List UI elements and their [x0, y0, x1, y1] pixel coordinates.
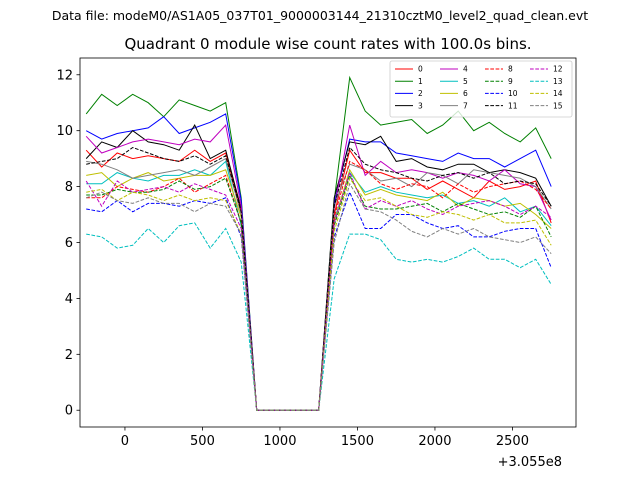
y-tick-label: 0: [65, 404, 73, 419]
legend-label-0: 0: [418, 65, 423, 74]
legend-label-10: 10: [508, 89, 518, 98]
legend-box: [389, 60, 573, 118]
legend-label-6: 6: [463, 89, 468, 98]
x-tick-label: 500: [190, 434, 215, 449]
y-tick-label: 8: [65, 180, 73, 195]
legend-label-5: 5: [463, 77, 468, 86]
y-tick-label: 10: [56, 124, 73, 139]
legend-label-14: 14: [553, 89, 563, 98]
x-tick-label: 1500: [341, 434, 374, 449]
chart-title: Quadrant 0 module wise count rates with …: [124, 35, 531, 53]
chart-suptitle: Data file: modeM0/AS1A05_037T01_90000031…: [52, 8, 588, 23]
legend-label-13: 13: [553, 77, 563, 86]
x-offset-label: +3.055e8: [498, 455, 562, 470]
legend-label-2: 2: [418, 89, 423, 98]
series-line-13: [86, 222, 552, 411]
legend-label-1: 1: [418, 77, 423, 86]
y-tick-label: 6: [65, 236, 73, 251]
series-line-15: [86, 182, 552, 411]
legend-label-7: 7: [463, 101, 468, 110]
series-line-7: [86, 157, 552, 411]
y-tick-label: 2: [65, 348, 73, 363]
legend-label-11: 11: [508, 101, 518, 110]
legend-label-4: 4: [463, 65, 468, 74]
series-line-9: [86, 174, 552, 411]
x-tick-label: 2500: [496, 434, 529, 449]
legend-label-3: 3: [418, 101, 423, 110]
x-tick-label: 2000: [418, 434, 451, 449]
plot-lines: [85, 75, 552, 411]
legend-label-8: 8: [508, 65, 513, 74]
series-line-1: [85, 75, 552, 411]
legend-label-9: 9: [508, 77, 513, 86]
series-line-6: [86, 168, 552, 411]
series-line-10: [86, 190, 552, 411]
y-tick-label: 4: [65, 292, 73, 307]
series-line-12: [85, 171, 552, 411]
legend-label-12: 12: [553, 65, 563, 74]
legend-label-15: 15: [553, 101, 563, 110]
series-line-11: [86, 146, 552, 411]
y-tick-label: 12: [56, 68, 73, 83]
x-tick-label: 1000: [263, 434, 296, 449]
series-line-14: [86, 177, 552, 411]
series-line-3: [85, 124, 552, 411]
series-line-2: [85, 113, 552, 411]
x-tick-label: 0: [121, 434, 129, 449]
